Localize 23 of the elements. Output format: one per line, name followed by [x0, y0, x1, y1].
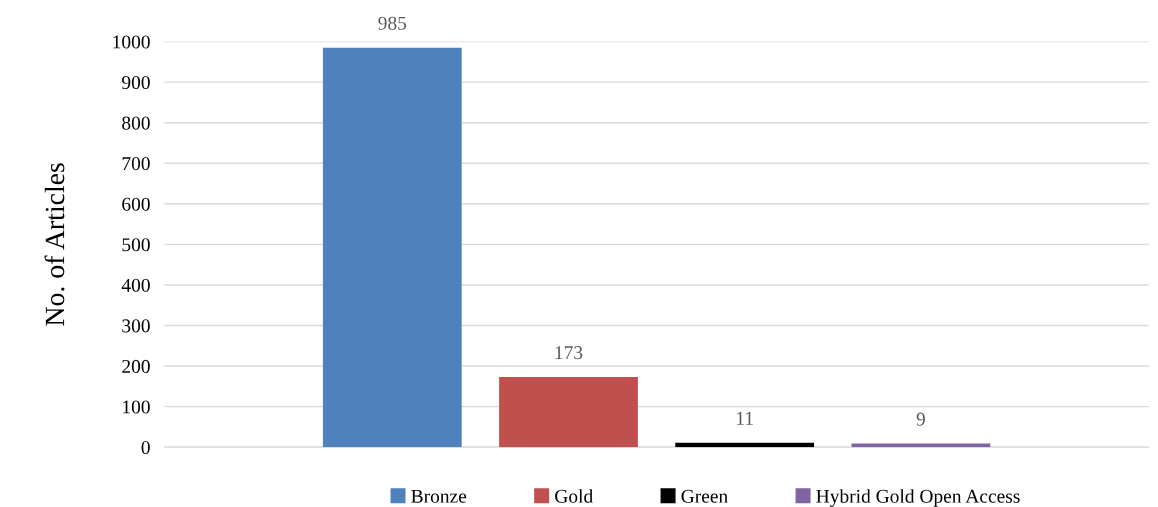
- y-tick-label: 100: [123, 400, 150, 414]
- y-tick-label: 400: [121, 278, 150, 292]
- bar: [675, 442, 815, 448]
- bar: [322, 47, 462, 448]
- legend-label: Green: [681, 489, 728, 503]
- y-tick-label: 500: [122, 238, 150, 252]
- data-label: 985: [378, 16, 407, 30]
- data-label: 11: [737, 411, 753, 425]
- y-tick-label: 0: [141, 440, 150, 455]
- y-axis-title: No. of Articles: [44, 163, 65, 326]
- legend-label: Gold: [555, 489, 593, 503]
- y-tick-label: 1000: [113, 35, 150, 49]
- legend-label: Bronze: [411, 489, 467, 503]
- y-tick-label: 800: [122, 116, 150, 130]
- data-label: 9: [916, 412, 925, 426]
- y-tick-label: 700: [122, 157, 150, 171]
- y-tick-label: 900: [122, 75, 150, 90]
- data-label: 173: [555, 346, 583, 360]
- legend-label: Hybrid Gold Open Access: [816, 489, 1020, 507]
- y-tick-label: 300: [122, 319, 150, 333]
- y-tick-label: 200: [122, 359, 150, 373]
- bar: [499, 377, 638, 448]
- y-tick-label: 600: [122, 197, 150, 211]
